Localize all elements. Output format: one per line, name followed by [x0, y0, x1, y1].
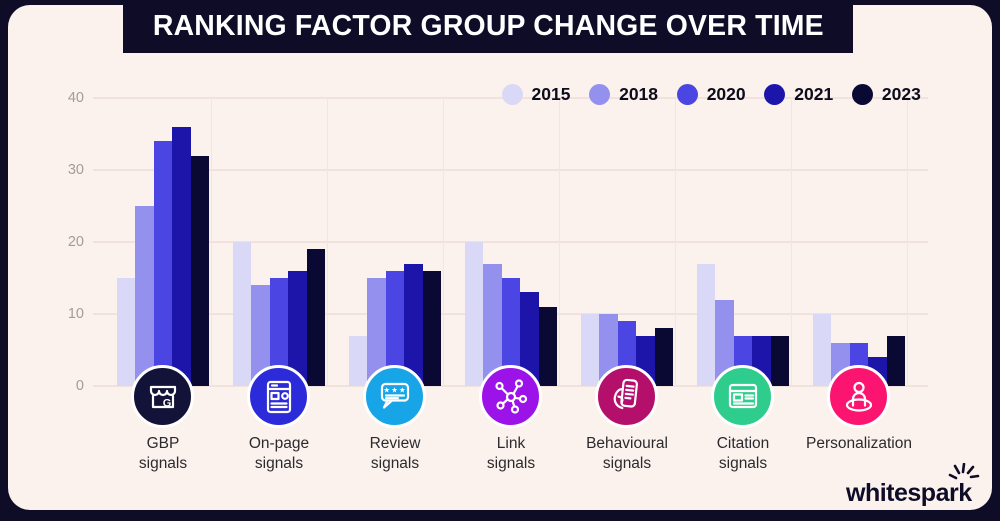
gridline-h [93, 241, 928, 243]
legend-color-dot [589, 84, 611, 105]
webpage-icon [247, 365, 310, 428]
bar-2018 [251, 285, 270, 386]
brand-text: whitespark [846, 479, 972, 507]
bar-2023 [190, 155, 210, 386]
bar-2015 [232, 242, 252, 386]
y-axis-tick: 10 [67, 306, 84, 322]
legend-year-label: 2015 [531, 84, 571, 104]
category-label: Personalization [806, 435, 912, 452]
gridline-v [326, 98, 328, 386]
bar-2020 [153, 141, 173, 386]
chart-title: RANKING FACTOR GROUP CHANGE OVER TIME [152, 10, 824, 42]
bar-2023 [886, 335, 906, 386]
bar-2015 [116, 278, 136, 386]
legend-year-label: 2023 [881, 84, 921, 104]
bar-2020 [501, 278, 521, 386]
legend-item-2020: 2020 [676, 84, 746, 105]
bar-2023 [770, 335, 790, 386]
legend-color-dot [676, 84, 698, 105]
legend-item-2023: 2023 [851, 84, 921, 105]
y-axis-tick: 40 [67, 90, 84, 106]
category-label: Behavioural signals [586, 435, 668, 472]
legend-year-label: 2021 [794, 84, 834, 104]
y-axis-tick: 20 [67, 234, 84, 250]
bar-2021 [520, 292, 539, 386]
gridline-v [674, 98, 676, 386]
category-label: GBP signals [138, 435, 188, 472]
legend-item-2015: 2015 [501, 84, 571, 105]
legend-color-dot [501, 84, 523, 105]
citation-listing-icon [711, 365, 774, 428]
bar-2015 [348, 335, 368, 386]
bar-2023 [538, 306, 558, 386]
storefront-icon: G [131, 365, 194, 428]
gridline-h [93, 169, 928, 171]
y-axis-tick: 0 [75, 378, 84, 394]
spark-icon [948, 463, 980, 480]
bar-2021 [404, 263, 423, 386]
person-location-icon [827, 365, 890, 428]
bar-2018 [367, 278, 386, 386]
legend-year-label: 2020 [706, 84, 746, 104]
gridline-v [790, 98, 792, 386]
bar-2021 [288, 270, 307, 386]
gridline-v [442, 98, 444, 386]
bar-2015 [812, 314, 832, 386]
legend-item-2021: 2021 [764, 84, 833, 105]
legend-color-dot [851, 84, 873, 105]
bar-2020 [385, 270, 405, 386]
bar-2015 [580, 314, 600, 386]
title-bar: RANKING FACTOR GROUP CHANGE OVER TIME [123, 0, 853, 53]
review-bubble-icon: ★★★ [363, 365, 426, 428]
category-label: Citation signals [716, 435, 770, 472]
bar-2015 [464, 242, 484, 386]
category-label: Review signals [369, 435, 421, 472]
bar-2018 [715, 299, 734, 386]
y-axis-tick: 30 [67, 162, 84, 178]
gridline-v [906, 98, 908, 386]
link-network-icon [479, 365, 542, 428]
phone-hand-icon [595, 365, 658, 428]
bar-2021 [172, 126, 191, 386]
bar-2023 [306, 249, 326, 386]
category-label: Link signals [486, 435, 536, 472]
svg-text:★★★: ★★★ [383, 385, 406, 394]
svg-text:G: G [162, 397, 171, 409]
gridline-v [210, 98, 212, 386]
bar-2018 [135, 206, 154, 386]
bar-2015 [696, 263, 716, 386]
bar-2023 [422, 270, 442, 386]
bar-2023 [654, 328, 674, 386]
bar-2020 [269, 278, 289, 386]
legend-item-2018: 2018 [589, 84, 658, 105]
category-label: On-page signals [248, 435, 310, 472]
legend-color-dot [764, 84, 786, 105]
whitespark-logo: whitespark [846, 463, 986, 509]
gridline-v [558, 98, 560, 386]
legend-year-label: 2018 [619, 84, 659, 104]
bar-2018 [483, 263, 502, 386]
